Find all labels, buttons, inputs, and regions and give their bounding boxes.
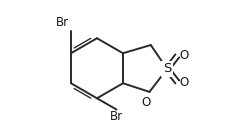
Text: Br: Br bbox=[109, 110, 123, 123]
Text: O: O bbox=[179, 49, 188, 62]
Text: O: O bbox=[141, 96, 150, 109]
Text: O: O bbox=[179, 76, 188, 89]
Text: Br: Br bbox=[56, 16, 69, 29]
Text: S: S bbox=[162, 62, 171, 75]
